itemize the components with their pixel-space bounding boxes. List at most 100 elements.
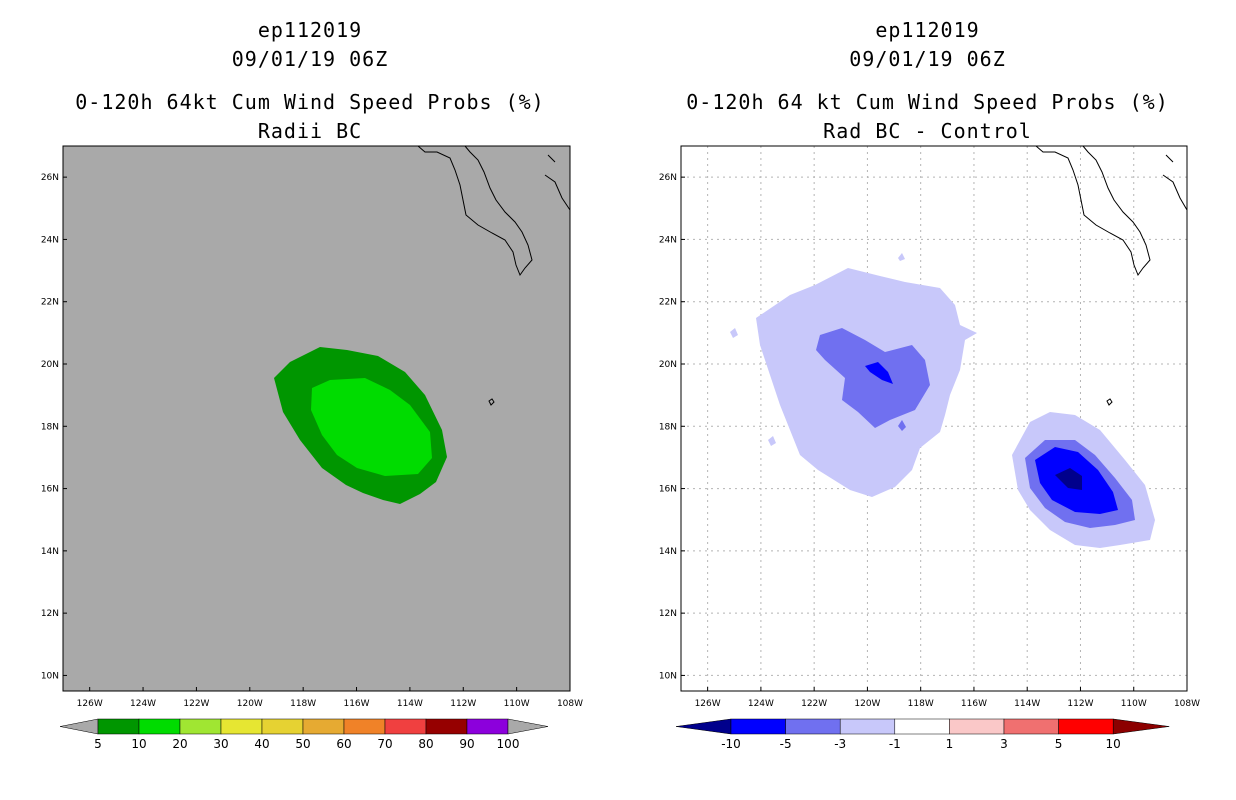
lon-label: 108W (1174, 699, 1200, 709)
lat-label: 22N (41, 298, 59, 308)
legend-label: 10 (1106, 737, 1121, 751)
left-axes: 126W 124W 122W 120W 118W 116W 114W 112W 110W 108W… (41, 173, 583, 709)
lon-label: 122W (183, 699, 209, 709)
right-coastline (1035, 146, 1187, 277)
left-island (488, 398, 495, 406)
lon-label: 108W (557, 699, 583, 709)
legend-label: 30 (213, 737, 228, 751)
legend-label: 5 (1055, 737, 1063, 751)
left-contour-10pct (311, 378, 432, 476)
lat-label: 10N (659, 671, 677, 681)
right-small-blob-3 (768, 436, 776, 446)
legend-swatch (839, 718, 896, 735)
legend-label: -3 (834, 737, 846, 751)
right-contour-minus3-west (816, 328, 930, 428)
legend-swatch (261, 718, 304, 735)
legend-swatch (97, 718, 140, 735)
legend-label: 60 (336, 737, 351, 751)
lon-label: 120W (854, 699, 880, 709)
legend-swatch (1058, 718, 1114, 735)
right-panel-title: ep112019 09/01/19 06Z 0-120h 64 kt Cum W… (655, 16, 1200, 146)
legend-label: 90 (459, 737, 474, 751)
right-storm-id: ep112019 (875, 18, 980, 42)
legend-label: 40 (254, 737, 269, 751)
right-small-blob-2 (898, 253, 905, 261)
right-contour-minus10-east (1055, 468, 1082, 490)
legend-label: 50 (295, 737, 310, 751)
lon-label: 124W (748, 699, 774, 709)
lon-label: 118W (908, 699, 934, 709)
lon-label: 126W (695, 699, 721, 709)
legend-label: 5 (94, 737, 102, 751)
legend-swatch (894, 718, 950, 735)
lat-label: 26N (41, 173, 59, 183)
legend-swatch (220, 718, 263, 735)
lon-label: 116W (961, 699, 987, 709)
right-small-blob-1 (730, 328, 738, 338)
right-colorbar: -10 -5 -3 -1 1 3 5 10 (675, 718, 1170, 751)
lon-label: 126W (77, 699, 103, 709)
legend-swatch (425, 718, 468, 735)
right-small-blob-4 (898, 420, 906, 431)
legend-label: 1 (946, 737, 954, 751)
lat-label: 20N (41, 360, 59, 370)
legend-swatch (179, 718, 222, 735)
lon-label: 114W (1014, 699, 1040, 709)
lat-label: 16N (659, 485, 677, 495)
legend-label: 3 (1000, 737, 1008, 751)
lat-label: 14N (659, 547, 677, 557)
right-axes: 126W 124W 122W 120W 118W 116W 114W 112W 110W 108W… (659, 173, 1200, 709)
legend-label: 70 (377, 737, 392, 751)
legend-swatch (785, 718, 841, 735)
legend-label: 100 (497, 737, 520, 751)
left-coastline (417, 146, 570, 277)
legend-arrow-low (675, 718, 732, 735)
legend-label: -5 (780, 737, 792, 751)
legend-label: -1 (889, 737, 901, 751)
left-map: 126W 124W 122W 120W 118W 116W 114W 112W 110W 108W… (41, 145, 583, 709)
lat-label: 14N (41, 547, 59, 557)
lat-label: 18N (41, 422, 59, 432)
lon-label: 112W (1067, 699, 1093, 709)
legend-arrow-high (507, 718, 549, 735)
left-datetime: 09/01/19 06Z (231, 47, 389, 71)
legend-swatch (343, 718, 386, 735)
lat-label: 18N (659, 422, 677, 432)
right-contour-minus5-west (865, 362, 893, 384)
legend-label: 80 (418, 737, 433, 751)
lon-label: 124W (130, 699, 156, 709)
lat-label: 16N (41, 485, 59, 495)
lon-label: 114W (397, 699, 423, 709)
left-panel-title: ep112019 09/01/19 06Z 0-120h 64kt Cum Wi… (40, 16, 580, 146)
legend-swatch (1003, 718, 1059, 735)
lat-label: 26N (659, 173, 677, 183)
legend-swatch (466, 718, 509, 735)
lat-label: 24N (659, 235, 677, 245)
lon-label: 110W (1121, 699, 1147, 709)
legend-arrow-high (1112, 718, 1170, 735)
lat-label: 22N (659, 298, 677, 308)
legend-label: 10 (131, 737, 146, 751)
lat-label: 24N (41, 235, 59, 245)
lon-label: 116W (343, 699, 369, 709)
legend-swatch (949, 718, 1005, 735)
lon-label: 120W (237, 699, 263, 709)
legend-swatch (384, 718, 427, 735)
legend-arrow-low (59, 718, 99, 735)
left-storm-id: ep112019 (257, 18, 363, 42)
lon-label: 110W (504, 699, 530, 709)
lon-label: 122W (801, 699, 827, 709)
legend-swatch (730, 718, 786, 735)
right-datetime: 09/01/19 06Z (849, 47, 1006, 71)
legend-swatch (138, 718, 181, 735)
left-product-title: 0-120h 64kt Cum Wind Speed Probs (%) (75, 90, 545, 114)
lat-label: 10N (41, 671, 59, 681)
legend-label: 20 (172, 737, 187, 751)
right-subtitle: Rad BC - Control (823, 119, 1032, 143)
right-map-frame (680, 145, 1188, 692)
lat-label: 20N (659, 360, 677, 370)
right-map: 126W 124W 122W 120W 118W 116W 114W 112W 110W 108W… (659, 145, 1200, 709)
left-map-frame (62, 145, 571, 692)
right-product-title: 0-120h 64 kt Cum Wind Speed Probs (%) (686, 90, 1169, 114)
